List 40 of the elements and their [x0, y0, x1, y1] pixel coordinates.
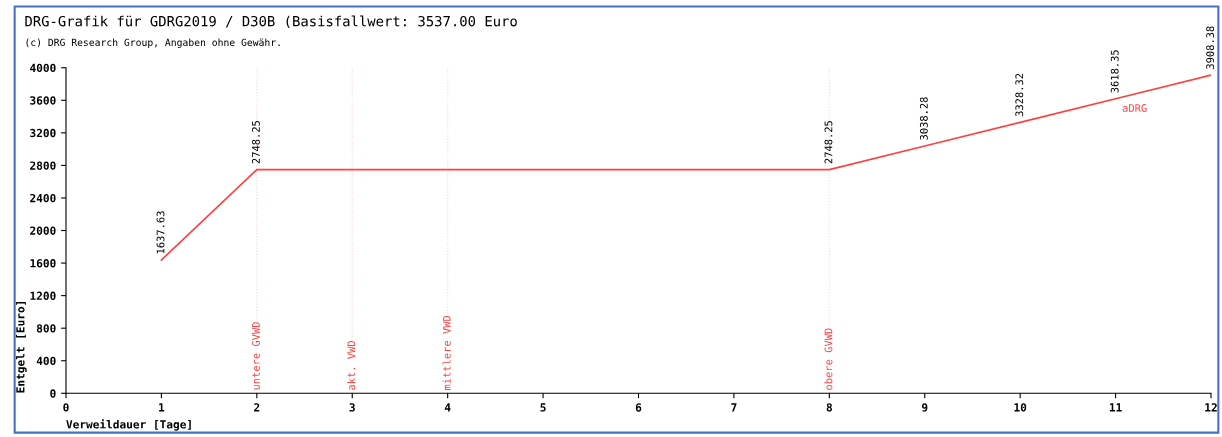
x-tick-label: 8	[826, 403, 832, 412]
series-label: aDRG	[1122, 104, 1147, 112]
x-axis-title: Verweildauer [Tage]	[66, 419, 191, 431]
ref-line-label: akt. VWD	[347, 341, 356, 390]
x-tick-label: 5	[540, 403, 546, 412]
y-tick-label: 800	[36, 324, 56, 333]
y-tick-label: 3600	[30, 96, 56, 105]
data-label: 3328.32	[1015, 73, 1024, 117]
x-tick-label: 1	[159, 403, 165, 412]
y-tick-label: 3200	[30, 128, 56, 138]
x-tick-label: 9	[922, 403, 928, 412]
ref-line-label: untere GVWD	[251, 322, 260, 390]
x-tick-label: 10	[1014, 403, 1027, 412]
y-tick-label: 1200	[30, 291, 56, 301]
y-tick-label: 4000	[30, 63, 56, 73]
ref-line-label: obere GVWD	[824, 328, 833, 390]
x-tick-label: 0	[63, 403, 69, 412]
data-label: 1637.63	[156, 211, 165, 254]
y-tick-label: 2800	[30, 161, 56, 170]
x-tick-label: 7	[731, 403, 737, 412]
x-tick-label: 4	[444, 403, 451, 412]
x-tick-label: 2	[254, 403, 260, 412]
y-tick-label: 2400	[30, 193, 56, 203]
y-tick-label: 2000	[30, 226, 56, 235]
x-tick-label: 6	[635, 403, 642, 412]
data-label: 3618.35	[1110, 50, 1119, 93]
y-tick-label: 400	[36, 356, 56, 366]
data-label: 2748.25	[824, 120, 833, 164]
x-tick-label: 3	[349, 403, 355, 412]
data-label: 3038.28	[919, 97, 928, 140]
y-axis-title: Entgelt [Euro]	[15, 301, 27, 393]
x-tick-label: 11	[1109, 403, 1122, 412]
x-tick-label: 12	[1205, 403, 1217, 412]
ref-line-label: mittlere VWD	[442, 315, 451, 390]
data-label: 2748.25	[251, 120, 260, 164]
chart-subtitle: (c) DRG Research Group, Angaben ohne Gewähr.	[26, 38, 280, 48]
chart-title: DRG-Grafik für GDRG2019 / D30B (Basisfallwert: 3537.00 Euro	[25, 15, 517, 29]
y-tick-label: 0	[50, 389, 56, 398]
y-tick-label: 1600	[30, 259, 56, 268]
data-label: 3908.38	[1206, 26, 1215, 69]
